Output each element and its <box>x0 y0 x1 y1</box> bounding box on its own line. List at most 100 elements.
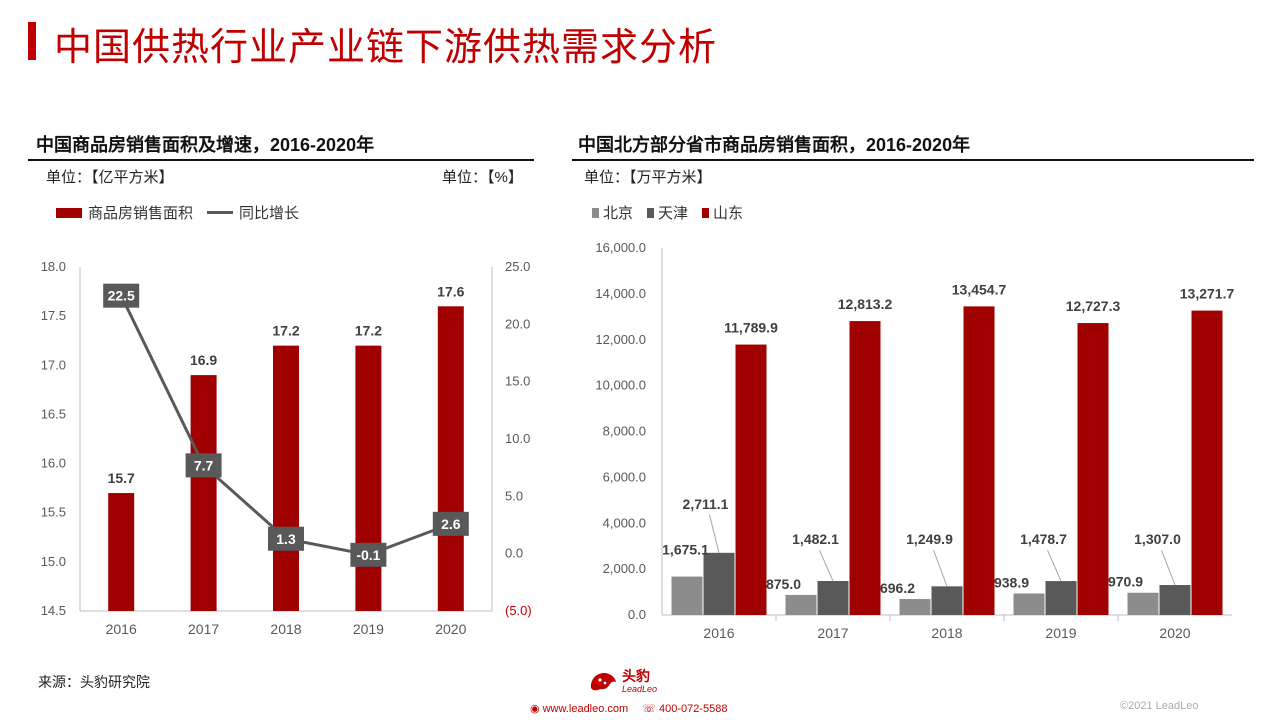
tianjin-leader-line <box>933 550 948 587</box>
bar-value-label-beijing: 970.9 <box>1108 574 1143 590</box>
y-tick-label: 4,000.0 <box>603 515 646 530</box>
y-tick-label: 10,000.0 <box>595 378 646 393</box>
logo-en-text: LeadLeo <box>622 683 658 694</box>
bar-山东-2017 <box>849 321 881 615</box>
growth-point-label: 22.5 <box>108 288 135 304</box>
legend-beijing-swatch <box>592 207 599 218</box>
bar-value-label-shandong: 12,727.3 <box>1066 298 1121 314</box>
growth-point-label: -0.1 <box>356 547 380 563</box>
leopard-logo-icon <box>590 673 616 691</box>
y-tick-label: 2,000.0 <box>603 561 646 576</box>
globe-icon: ◉ <box>530 703 540 715</box>
legend-bar-swatch <box>56 207 82 218</box>
tianjin-leader-line <box>1161 550 1176 586</box>
bar-value-label-shandong: 12,813.2 <box>838 296 893 312</box>
y-tick-label: 14,000.0 <box>595 286 646 301</box>
right-y-tick-label: 15.0 <box>505 374 530 389</box>
bar-北京-2017 <box>785 594 817 615</box>
left-y-tick-label: 15.5 <box>41 505 66 520</box>
right-unit-label: 单位：【万平方米】 <box>584 169 712 186</box>
right-y-tick-label: 0.0 <box>505 546 523 561</box>
bar-天津-2019 <box>1045 581 1077 615</box>
x-tick-label: 2020 <box>435 621 466 637</box>
growth-point-label-box <box>432 511 469 536</box>
phone-icon: ☏ <box>642 703 656 715</box>
bar-山东-2019 <box>1077 323 1109 615</box>
x-tick-label: 2016 <box>703 625 734 641</box>
y-tick-label: 8,000.0 <box>603 424 646 439</box>
x-tick-label: 2018 <box>931 625 962 641</box>
left-y-tick-label: 18.0 <box>41 259 66 274</box>
legend-item-bar: 商品房销售面积 <box>56 202 193 223</box>
bar-value-label-beijing: 696.2 <box>880 580 915 596</box>
logo-cn-text: 头豹 <box>622 667 650 684</box>
legend-item-beijing: 北京 <box>592 202 633 223</box>
bar-value-label-tianjin: 1,307.0 <box>1134 531 1181 547</box>
bar-北京-2016 <box>671 576 703 615</box>
phone-item: ☏ 400-072-5588 <box>642 702 728 716</box>
x-tick-label: 2017 <box>188 621 219 637</box>
bar-value-label-tianjin: 1,249.9 <box>906 531 953 547</box>
left-title-rule <box>28 159 534 161</box>
bar-value-label: 17.6 <box>437 283 464 299</box>
growth-point-label: 2.6 <box>441 516 461 532</box>
website-item: ◉ www.leadleo.com <box>530 702 629 716</box>
bar-value-label: 16.9 <box>190 352 217 368</box>
tianjin-leader-line <box>1047 549 1062 582</box>
x-tick-label: 2019 <box>353 621 384 637</box>
bar-value-label: 17.2 <box>355 323 382 339</box>
y-tick-label: 6,000.0 <box>603 469 646 484</box>
bar-天津-2017 <box>817 581 849 615</box>
x-tick-label: 2018 <box>270 621 301 637</box>
legend-item-tianjin: 天津 <box>647 202 688 223</box>
legend-line-swatch <box>207 211 234 214</box>
title-accent-bar <box>28 22 36 60</box>
left-unit-label: 单位：【亿平方米】 <box>46 169 174 186</box>
bar-value-label-tianjin: 1,482.1 <box>792 531 839 547</box>
legend-bar-label: 商品房销售面积 <box>88 205 194 222</box>
x-tick-label: 2017 <box>817 625 848 641</box>
bar-value-label-shandong: 13,454.7 <box>952 281 1007 297</box>
left-y-tick-label: 14.5 <box>41 603 66 618</box>
source-note: 来源：头豹研究院 <box>38 674 150 690</box>
right-chart-title: 中国北方部分省市商品房销售面积，2016-2020年 <box>578 135 971 155</box>
bar-value-label-shandong: 11,789.9 <box>724 320 778 336</box>
bar-天津-2020 <box>1159 585 1191 615</box>
footer-logo: 头豹 LeadLeo <box>588 668 657 694</box>
legend-beijing-label: 北京 <box>603 205 634 222</box>
growth-point-label: 1.3 <box>276 531 296 547</box>
bar-value-label: 17.2 <box>272 323 299 339</box>
right-legend: 北京 天津 山东 <box>592 202 757 223</box>
phone-number: 400-072-5588 <box>658 702 728 715</box>
bar-value-label: 15.7 <box>108 470 135 486</box>
copyright: ©2021 LeadLeo <box>1120 700 1199 712</box>
bar-area-2020 <box>437 306 464 611</box>
right-y-tick-label: 25.0 <box>505 259 530 274</box>
bar-area-2017 <box>190 375 217 611</box>
bar-北京-2018 <box>899 599 931 615</box>
bar-山东-2018 <box>963 306 995 615</box>
x-tick-label: 2020 <box>1159 625 1190 641</box>
y-tick-label: 12,000.0 <box>595 332 646 347</box>
right-y-tick-label: 10.0 <box>505 431 530 446</box>
right-axis-unit-label: 单位：【%】 <box>442 169 523 186</box>
left-y-tick-label: 16.0 <box>41 456 66 471</box>
right-y-tick-label: 20.0 <box>505 316 530 331</box>
page-title: 中国供热行业产业链下游供热需求分析 <box>54 27 718 69</box>
tianjin-leader-line <box>709 514 720 553</box>
left-y-tick-label: 15.0 <box>41 554 66 569</box>
left-legend: 商品房销售面积 同比增长 <box>56 202 313 223</box>
x-tick-label: 2019 <box>1045 625 1076 641</box>
growth-point-label-box <box>268 526 304 551</box>
left-y-tick-label: 17.0 <box>41 357 66 372</box>
legend-item-shandong: 山东 <box>702 202 743 223</box>
y-tick-label: 0.0 <box>628 607 646 622</box>
x-tick-label: 2016 <box>106 621 137 637</box>
legend-line-label: 同比增长 <box>239 205 300 222</box>
legend-shandong-swatch <box>702 207 710 218</box>
bar-value-label-tianjin: 2,711.1 <box>683 496 729 512</box>
left-chart-title: 中国商品房销售面积及增速，2016-2020年 <box>36 135 375 155</box>
website-link[interactable]: www.leadleo.com <box>542 702 629 715</box>
growth-point-label-box <box>103 283 140 308</box>
